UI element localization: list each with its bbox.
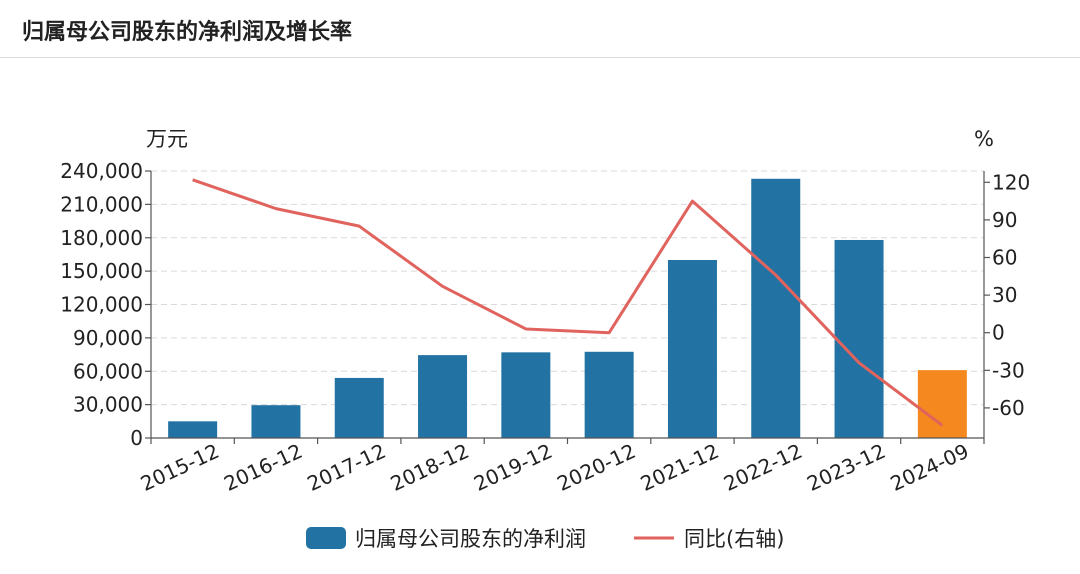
left-tick-label: 240,000 bbox=[60, 159, 143, 183]
x-tick-label: 2023-12 bbox=[803, 439, 889, 496]
left-unit-label: 万元 bbox=[146, 127, 188, 151]
x-tick-label: 2018-12 bbox=[387, 439, 473, 496]
left-tick-label: 60,000 bbox=[73, 359, 143, 383]
bar-series bbox=[168, 178, 967, 438]
bar-2022-12 bbox=[751, 178, 801, 438]
legend-label-bar: 归属母公司股东的净利润 bbox=[355, 527, 586, 551]
x-tick-label: 2024-09 bbox=[887, 439, 973, 496]
bar-2016-12 bbox=[251, 405, 301, 438]
left-tick-label: 120,000 bbox=[60, 293, 143, 317]
axes: 0 30,000 60,000 90,000 120,000 150,000 180,000… bbox=[60, 127, 1030, 496]
right-tick-label: -60 bbox=[992, 396, 1025, 420]
x-tick-label: 2015-12 bbox=[137, 439, 223, 496]
legend: 归属母公司股东的净利润 同比(右轴) bbox=[306, 527, 784, 551]
left-tick-label: 210,000 bbox=[60, 192, 143, 216]
legend-label-line: 同比(右轴) bbox=[684, 527, 784, 551]
right-unit-label: % bbox=[974, 127, 994, 151]
chart-header: 归属母公司股东的净利润及增长率 bbox=[0, 0, 1080, 58]
bar-2015-12 bbox=[168, 421, 218, 438]
x-tick-label: 2022-12 bbox=[720, 439, 806, 496]
left-tick-label: 90,000 bbox=[73, 326, 143, 350]
left-tick-label: 30,000 bbox=[73, 393, 143, 417]
right-tick-label: -30 bbox=[992, 358, 1025, 382]
line-series bbox=[192, 178, 944, 427]
x-tick-label: 2017-12 bbox=[303, 439, 389, 496]
bar-2024-09 bbox=[917, 370, 967, 438]
right-tick-label: 90 bbox=[992, 208, 1017, 232]
left-tick-label: 180,000 bbox=[60, 226, 143, 250]
chart-svg: 0 30,000 60,000 90,000 120,000 150,000 180,000… bbox=[60, 127, 1030, 551]
left-tick-label: 150,000 bbox=[60, 259, 143, 283]
right-tick-label: 30 bbox=[992, 283, 1017, 307]
x-tick-label: 2016-12 bbox=[220, 439, 306, 496]
bar-2017-12 bbox=[334, 377, 384, 438]
bar-2020-12 bbox=[584, 351, 634, 438]
bar-2021-12 bbox=[667, 260, 717, 438]
right-tick-label: 0 bbox=[992, 321, 1005, 345]
bar-2019-12 bbox=[501, 352, 551, 438]
legend-swatch-bar bbox=[306, 527, 346, 549]
right-tick-label: 60 bbox=[992, 245, 1017, 269]
x-tick-label: 2020-12 bbox=[553, 439, 639, 496]
x-tick-label: 2019-12 bbox=[470, 439, 556, 496]
right-tick-label: 120 bbox=[992, 170, 1030, 194]
x-tick-label: 2021-12 bbox=[637, 439, 723, 496]
bar-2023-12 bbox=[834, 239, 884, 438]
bar-2018-12 bbox=[418, 355, 468, 438]
chart-title: 归属母公司股东的净利润及增长率 bbox=[22, 20, 353, 45]
left-tick-label: 0 bbox=[130, 426, 143, 450]
yoy-line bbox=[192, 178, 944, 427]
